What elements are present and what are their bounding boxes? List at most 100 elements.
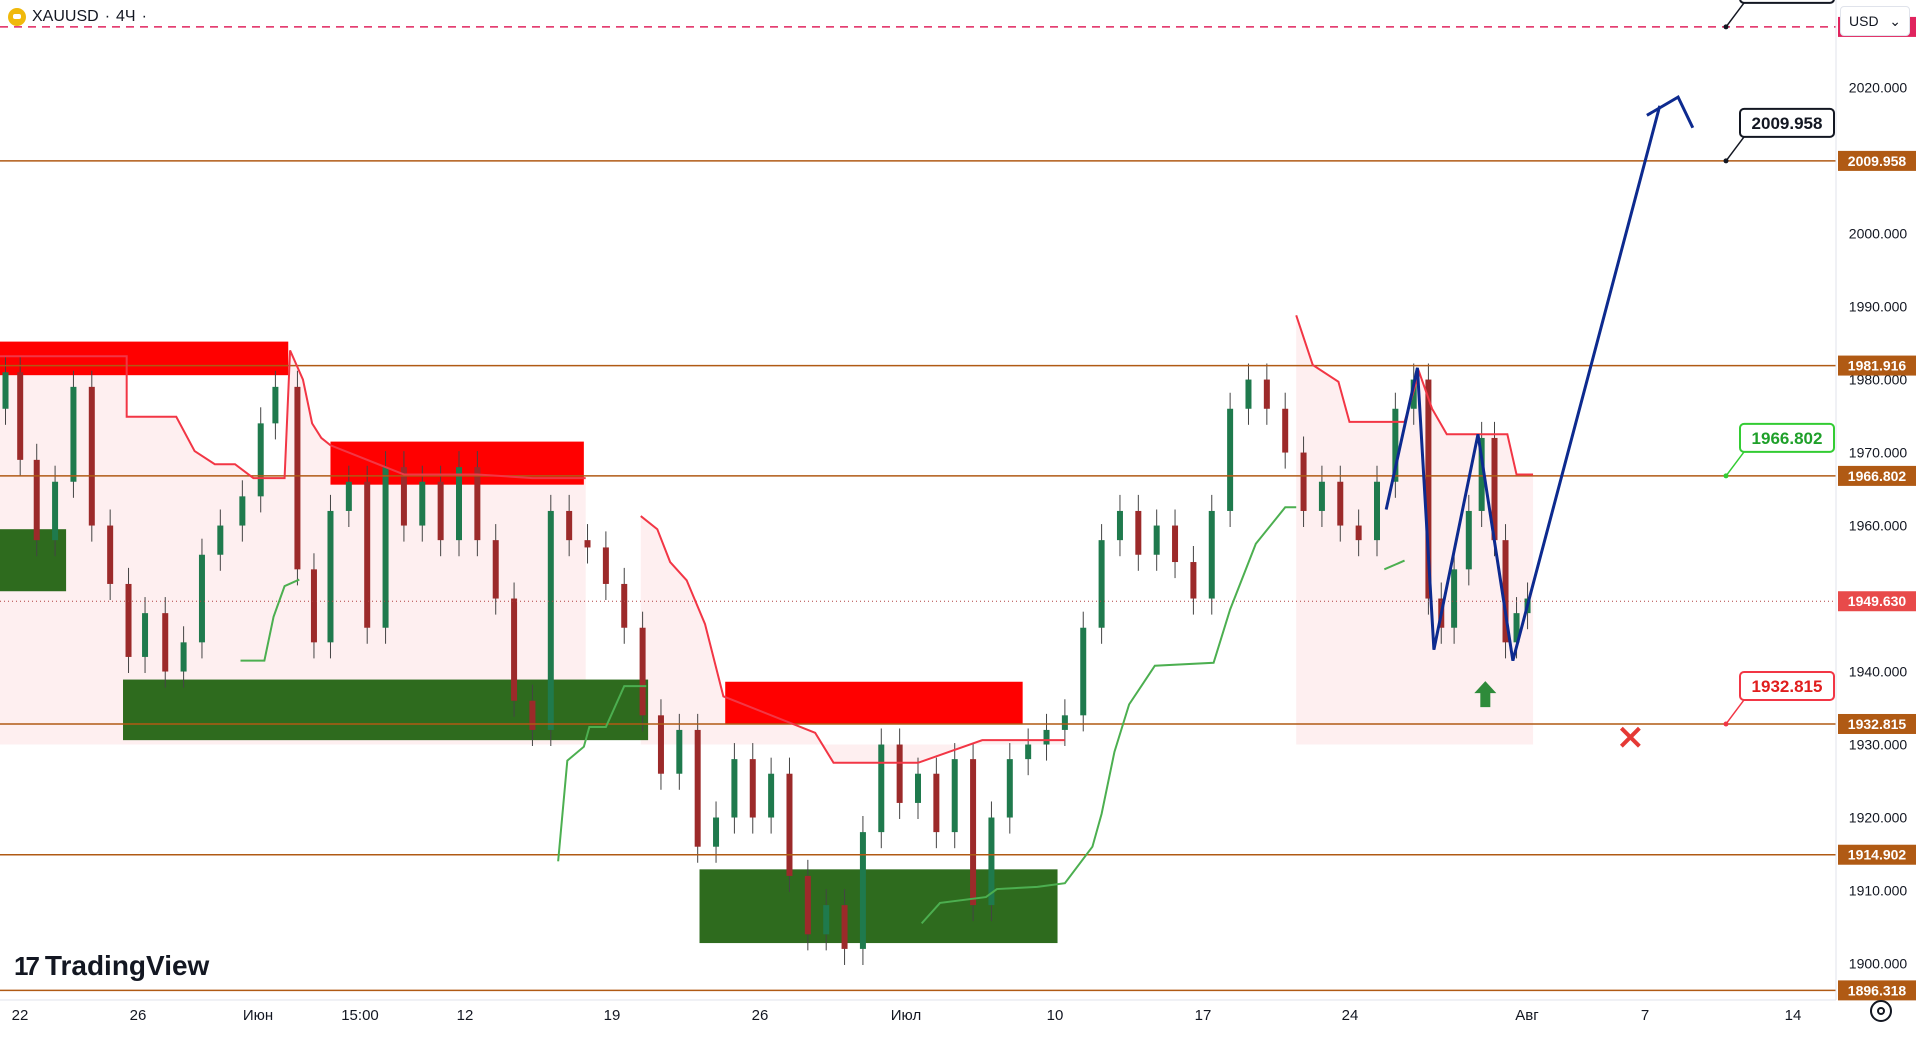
candle[interactable]	[239, 496, 246, 526]
candle[interactable]	[1282, 408, 1289, 453]
candle[interactable]	[474, 467, 481, 541]
gear-icon[interactable]	[1870, 1000, 1892, 1022]
candle[interactable]	[731, 759, 738, 818]
candle[interactable]	[17, 372, 24, 460]
candle[interactable]	[1116, 510, 1123, 541]
candle[interactable]	[566, 510, 573, 541]
demand-zone-1[interactable]	[123, 679, 649, 741]
candle[interactable]	[1153, 525, 1160, 555]
candle[interactable]	[878, 744, 885, 833]
candle[interactable]	[88, 386, 95, 526]
callout-box[interactable]	[1739, 0, 1835, 4]
candle[interactable]	[52, 481, 59, 541]
level-price-tag[interactable]	[1838, 844, 1916, 865]
candle[interactable]	[180, 642, 187, 672]
candle[interactable]	[1318, 481, 1325, 511]
candle[interactable]	[639, 627, 646, 716]
candle[interactable]	[970, 759, 977, 906]
candle[interactable]	[162, 613, 169, 672]
candle[interactable]	[529, 700, 536, 730]
candle[interactable]	[933, 773, 940, 833]
candle[interactable]	[2, 372, 9, 409]
level-price-tag[interactable]	[1838, 150, 1916, 171]
candle[interactable]	[1025, 744, 1032, 760]
candle[interactable]	[749, 759, 756, 818]
candle[interactable]	[823, 905, 830, 935]
candle[interactable]	[768, 773, 775, 818]
candle[interactable]	[257, 423, 264, 497]
candle[interactable]	[584, 540, 591, 548]
candle[interactable]	[1425, 379, 1432, 599]
candle[interactable]	[1006, 759, 1013, 818]
candle[interactable]	[142, 613, 149, 657]
candle[interactable]	[1263, 379, 1270, 409]
supply-zone-2[interactable]	[725, 681, 1023, 725]
candle[interactable]	[1300, 452, 1307, 511]
level-price-tag[interactable]	[1838, 465, 1916, 486]
candle[interactable]	[1080, 627, 1087, 716]
candle[interactable]	[107, 525, 114, 584]
candle[interactable]	[294, 386, 301, 570]
candle[interactable]	[456, 467, 462, 541]
callout-box[interactable]	[1739, 670, 1835, 701]
candle[interactable]	[859, 832, 866, 949]
candle[interactable]	[1337, 481, 1344, 526]
candle[interactable]	[33, 459, 40, 541]
candle[interactable]	[437, 481, 444, 541]
candle[interactable]	[1355, 525, 1362, 541]
candle[interactable]	[1227, 408, 1234, 511]
candle[interactable]	[713, 817, 720, 847]
candle[interactable]	[1190, 562, 1197, 599]
candle[interactable]	[841, 905, 848, 949]
candle[interactable]	[1502, 540, 1509, 643]
candle[interactable]	[419, 481, 426, 526]
candle[interactable]	[1491, 437, 1498, 541]
candle[interactable]	[1374, 481, 1380, 541]
symbol-name[interactable]: XAUUSD	[32, 8, 99, 25]
level-price-tag[interactable]	[1838, 713, 1916, 734]
candle[interactable]	[1465, 510, 1472, 570]
candle[interactable]	[988, 817, 995, 906]
callout-box[interactable]	[1739, 107, 1835, 138]
projection-line[interactable]	[1384, 105, 1662, 661]
candle[interactable]	[951, 759, 958, 833]
candle[interactable]	[198, 554, 205, 643]
candle[interactable]	[547, 510, 554, 730]
candle[interactable]	[364, 481, 371, 628]
candle[interactable]	[657, 715, 664, 774]
candle[interactable]	[1043, 729, 1050, 745]
currency-selector[interactable]: USD ⌄	[1840, 6, 1910, 36]
candle[interactable]	[676, 729, 683, 774]
candle[interactable]	[217, 525, 224, 555]
candle[interactable]	[400, 467, 407, 526]
tradingview-logo[interactable]: 17 TradingView	[14, 950, 209, 982]
candle[interactable]	[694, 729, 701, 847]
candle[interactable]	[1245, 379, 1252, 409]
candle[interactable]	[1513, 613, 1520, 643]
candle[interactable]	[896, 744, 903, 803]
candle[interactable]	[786, 773, 793, 876]
current-price-tag[interactable]	[1838, 591, 1916, 612]
candle[interactable]	[310, 569, 317, 643]
candle[interactable]	[1172, 525, 1179, 563]
candle[interactable]	[511, 598, 518, 701]
candle[interactable]	[804, 875, 811, 935]
candle[interactable]	[70, 386, 77, 482]
candle[interactable]	[1392, 408, 1399, 482]
candle[interactable]	[345, 481, 352, 511]
level-price-tag[interactable]	[1838, 355, 1916, 376]
candle[interactable]	[1208, 510, 1215, 599]
candle[interactable]	[125, 583, 132, 657]
candle[interactable]	[621, 583, 628, 628]
candle[interactable]	[272, 386, 279, 424]
candle[interactable]	[382, 467, 389, 628]
demand-zone-2[interactable]	[699, 869, 1058, 944]
candle[interactable]	[327, 510, 334, 643]
symbol-header[interactable]: XAUUSD · 4Ч ·	[8, 8, 147, 26]
supply-zone-0[interactable]	[0, 341, 289, 376]
candle[interactable]	[915, 773, 921, 803]
interval-label[interactable]: 4Ч	[116, 8, 136, 25]
price-axis[interactable]	[1836, 0, 1920, 1038]
candle[interactable]	[1098, 540, 1105, 628]
